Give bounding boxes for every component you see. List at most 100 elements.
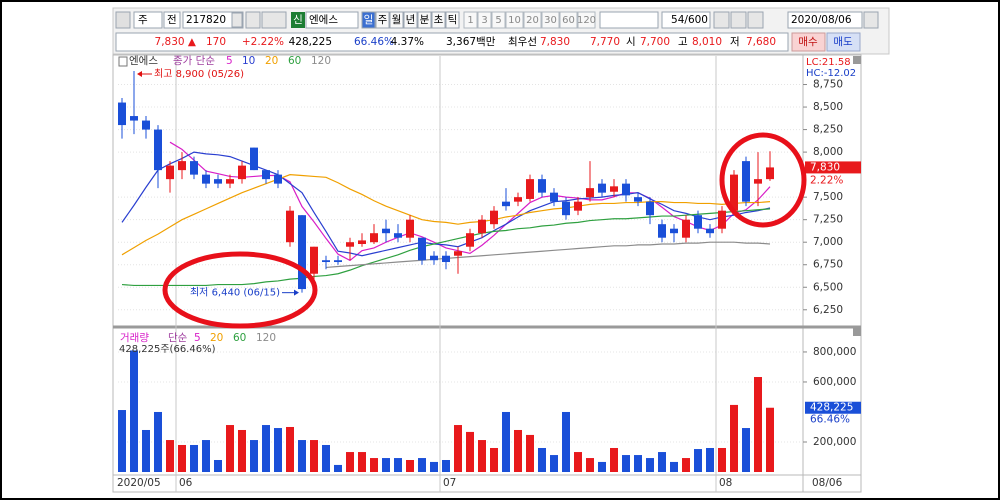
candle-body [274, 174, 282, 184]
candle-body [706, 228, 714, 234]
ma-line [121, 174, 771, 256]
candle-body [574, 201, 582, 211]
calendar-button[interactable] [863, 11, 879, 29]
interval-button[interactable] [577, 11, 596, 29]
volume-tag [805, 401, 861, 414]
interval-button[interactable] [463, 11, 478, 29]
volume-bar [682, 458, 690, 472]
quote-vol-ratio: 66.46% [354, 36, 394, 48]
period-button[interactable] [445, 11, 460, 29]
volume-bar [394, 458, 402, 472]
label: 주 [138, 14, 148, 26]
arrow-head [294, 289, 299, 296]
period-button[interactable] [389, 11, 404, 29]
candle-body [718, 210, 726, 229]
volume-bar [466, 431, 474, 472]
y-tick-label: 200,000 [813, 436, 856, 448]
price-change-label: 2.22% [810, 174, 843, 186]
candle-body [478, 219, 486, 234]
legend-item: 60 [288, 55, 301, 67]
lc-label: LC:21.58 [806, 57, 851, 68]
interval-button[interactable] [523, 11, 542, 29]
period-button[interactable] [403, 11, 418, 29]
volume-bar [598, 461, 606, 472]
tool-icon[interactable] [713, 11, 730, 29]
volume-bar [154, 411, 162, 472]
interval-button[interactable] [491, 11, 506, 29]
price-tag [805, 161, 861, 174]
candle-body [238, 165, 246, 180]
field [305, 11, 359, 29]
annotation: 최저 6,440 (06/15) [190, 287, 280, 299]
tool-icon[interactable] [730, 11, 747, 29]
volume-ratio-label: 66.46% [810, 414, 850, 426]
x-tick-label: 2020/05 [117, 477, 161, 489]
tool-icon[interactable] [747, 11, 764, 29]
panel-button[interactable] [853, 328, 861, 336]
volume-bar [610, 447, 618, 472]
select[interactable] [599, 11, 659, 29]
period-button[interactable] [417, 11, 432, 29]
volume-bar [322, 444, 330, 472]
candle-body [694, 215, 702, 229]
volume-tag-label: 428,225 [810, 402, 853, 414]
volume-bar [490, 447, 498, 472]
field [661, 11, 711, 29]
period-button[interactable] [431, 11, 446, 29]
candle-body [670, 228, 678, 234]
panel-button[interactable] [853, 56, 861, 64]
legend-title: 엔에스 [129, 55, 158, 67]
candle-body [418, 237, 426, 261]
date: 2020/08/06 [791, 14, 852, 26]
x-end-label: 08/06 [812, 477, 843, 489]
x-tick-label: 07 [443, 477, 456, 489]
interval-button[interactable] [505, 11, 524, 29]
y-tick-label: 8,500 [813, 101, 843, 113]
volume-bar [754, 377, 762, 472]
y-tick-label: 7,000 [813, 236, 843, 248]
sound-button[interactable] [261, 11, 287, 29]
legend-item: 120 [311, 55, 331, 67]
search-button[interactable] [245, 11, 261, 29]
period-button[interactable] [375, 11, 390, 29]
buy-button[interactable] [791, 32, 826, 52]
candle-body [730, 174, 738, 211]
volume-bar [622, 455, 630, 472]
volume-bar [142, 429, 150, 472]
volume-bar [430, 461, 438, 472]
highlight-circle [719, 132, 807, 228]
menu-icon[interactable] [115, 11, 131, 29]
candle-body [130, 116, 138, 121]
sell-button[interactable] [826, 32, 861, 52]
volume-bar [550, 455, 558, 472]
candle-body [214, 179, 222, 184]
quote-open: 7,700 [640, 36, 670, 48]
candle-body [454, 251, 462, 256]
volume-bar [418, 458, 426, 472]
candle-body [430, 255, 438, 261]
volume-bar [130, 350, 138, 472]
interval-button[interactable] [559, 11, 578, 29]
dropdown[interactable] [231, 12, 243, 28]
y-tick-label: 6,750 [813, 259, 843, 271]
field [182, 11, 244, 29]
volume-bar [706, 447, 714, 472]
volume-bar [646, 458, 654, 472]
field [133, 11, 163, 29]
candle-body [754, 179, 762, 184]
ma-line [325, 241, 771, 269]
period-button[interactable] [361, 11, 376, 29]
interval-label: 60 [562, 15, 575, 26]
ma-line [121, 208, 771, 287]
interval-button[interactable] [541, 11, 560, 29]
label: 전 [167, 14, 177, 26]
candle-body [514, 197, 522, 202]
price-tag-label: 7,830 [810, 161, 840, 173]
volume-bar [178, 444, 186, 472]
interval-label: 30 [544, 15, 557, 26]
interval-button[interactable] [477, 11, 492, 29]
period-label: 틱 [448, 14, 458, 26]
x-tick-label: 06 [179, 477, 193, 489]
y-tick-label: 600,000 [813, 376, 856, 388]
